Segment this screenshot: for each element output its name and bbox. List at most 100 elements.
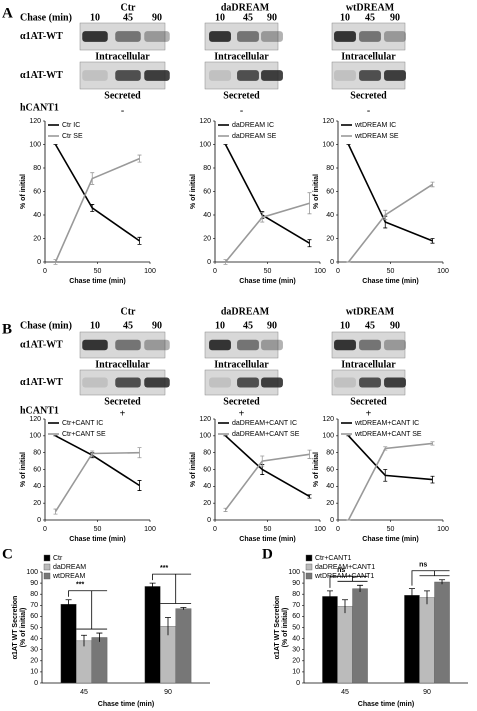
row-label: Intracellular [95,51,150,62]
y-tick-label: 70 [292,602,300,609]
y-tick-label: 60 [326,188,334,195]
error-bar [90,450,95,457]
legend-label: daDREAM [53,564,86,571]
series-line [224,202,310,263]
error-bar [307,449,312,459]
row-label: Intracellular [214,359,269,370]
y-tick-label: 20 [203,500,211,507]
time-label: 10 [90,12,100,23]
time-label: 90 [390,320,400,331]
error-bar [137,154,142,163]
y-tick-label: 20 [203,235,211,242]
y-tick-label: 30 [30,647,38,654]
annotation: ns [419,562,427,569]
legend-swatch [43,572,51,580]
y-tick-label: 40 [30,635,38,642]
row-label: Secreted [350,396,387,407]
x-tick-label: 100 [437,526,449,533]
error-bar [408,588,415,602]
blot-band [115,339,141,351]
y-tick-label: 40 [33,483,41,490]
legend-label: Ctr+CANT IC [62,420,103,427]
significance-bracket [411,570,450,586]
blot-band [237,377,259,388]
y-tick-label: 30 [292,647,300,654]
series-line [54,451,140,513]
legend-swatch [305,563,313,571]
y-tick-label: 120 [322,118,334,125]
legend-label: wtDREAM+CANT1 [314,573,374,580]
blot-band [237,70,259,81]
row-label: Secreted [350,90,387,101]
x-tick-label: 100 [144,526,156,533]
x-tick-label: 90 [423,689,431,696]
x-axis-label: Chase time (min) [239,536,295,543]
cant-sign: - [121,105,124,116]
y-tick-label: 120 [322,416,334,423]
blot-band [82,377,108,388]
y-tick-label: 60 [203,466,211,473]
series-line [347,442,433,521]
blot-band [82,70,108,81]
y-tick-label: 80 [292,591,300,598]
annotation: *** [160,565,168,572]
blot-band [209,339,231,351]
legend-label: wtDREAM+CANT SE [354,431,422,438]
y-tick-label: 80 [33,165,41,172]
x-axis-label: Chase time (min) [69,278,125,285]
series-line [224,144,310,244]
significance-bracket [329,575,368,588]
panel-letter: B [2,321,12,337]
blot-band [359,70,381,81]
y-tick-label: 40 [326,483,334,490]
blot-band [359,31,381,42]
error-bar [137,447,142,459]
error-bar [424,590,430,605]
legend-swatch [43,554,51,562]
error-bar [357,584,364,592]
error-bar [90,172,95,185]
error-bar [223,507,228,512]
x-tick-label: 100 [437,268,449,275]
blot-band [359,339,381,351]
time-label: 45 [243,12,253,23]
time-label: 10 [90,320,100,331]
x-tick-label: 50 [264,526,272,533]
error-bar [326,590,333,602]
y-tick-label: 90 [292,580,300,587]
legend-label: wtDREAM+CANT IC [354,420,419,427]
y-tick-label: 100 [322,141,334,148]
time-label: 45 [365,320,375,331]
blot-band [334,70,356,81]
bar [322,596,338,684]
x-axis-label: Chase time (min) [362,536,418,543]
legend-label: wtDREAM [52,573,85,580]
y-tick-label: 80 [203,450,211,457]
y-tick-label: 40 [326,212,334,219]
y-tick-label: 80 [326,165,334,172]
y-tick-label: 100 [288,569,300,576]
y-tick-label: 0 [330,259,334,266]
blot-band [384,31,406,42]
error-bar [137,480,142,491]
blot-band [82,31,108,42]
error-bar [165,617,171,636]
column-title: wtDREAM [346,306,395,317]
y-tick-label: 40 [33,212,41,219]
y-tick-label: 40 [292,635,300,642]
y-tick-label: 60 [203,188,211,195]
error-bar [96,632,103,642]
y-tick-label: 0 [296,680,300,687]
row-label: Secreted [223,90,260,101]
y-tick-label: 20 [33,235,41,242]
column-title: Ctr [121,306,137,317]
y-axis-label: % of initial [190,174,197,209]
error-bar [137,236,142,245]
x-axis-label: Chase time (min) [69,536,125,543]
y-tick-label: 50 [30,624,38,631]
y-tick-label: 120 [29,416,41,423]
x-tick-label: 100 [314,526,326,533]
y-tick-label: 100 [26,569,38,576]
cant-label: hCANT1 [20,405,59,416]
y-axis-label: α1AT WT Secretion [12,596,19,660]
